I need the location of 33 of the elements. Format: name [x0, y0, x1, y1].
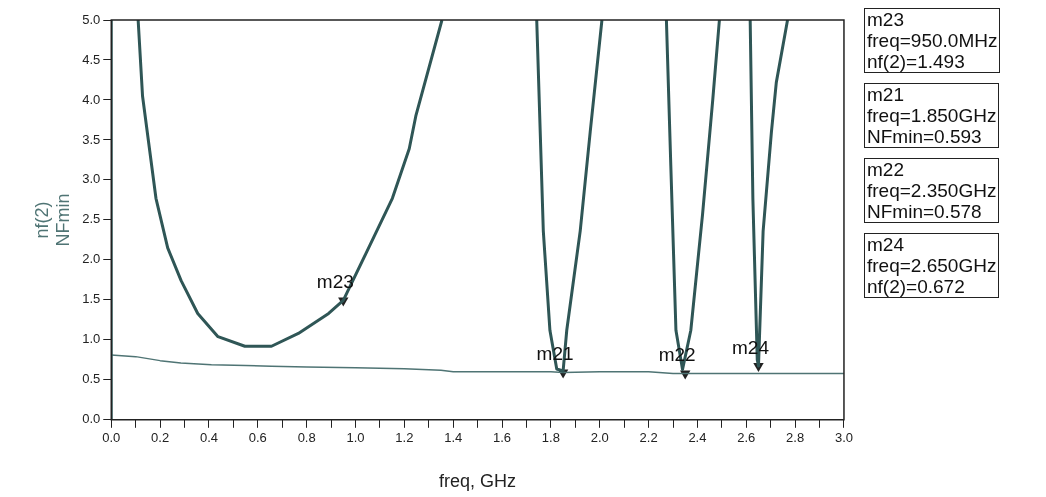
x-tick-label: 0.0 — [102, 430, 121, 446]
x-tick-label: 2.8 — [786, 430, 805, 446]
x-tick-label: 1.2 — [395, 430, 414, 446]
text: m22 freq=2.350GHz NFmin=0.578 — [864, 158, 1000, 223]
x-tick-label: 2.6 — [737, 430, 756, 446]
x-tick-label: 2.2 — [639, 430, 658, 446]
x-tick-label: 1.0 — [346, 430, 365, 446]
y-tick-label: 4.0 — [82, 91, 101, 107]
y-axis-title: nf(2) NFmin — [31, 193, 74, 247]
x-tick-label: 1.4 — [444, 430, 463, 446]
y-tick-label: 1.0 — [82, 331, 101, 347]
y-tick-label: 0.5 — [82, 371, 101, 387]
x-tick-label: 0.8 — [297, 430, 316, 446]
x-tick-label: 2.0 — [590, 430, 609, 446]
text: m24 freq=2.650GHz nf(2)=0.672 — [864, 233, 1000, 298]
x-tick-label: 0.6 — [248, 430, 267, 446]
x-tick-label: 3.0 — [834, 430, 853, 446]
x-axis-title: freq, GHz — [439, 471, 517, 492]
x-tick-label: 2.4 — [688, 430, 707, 446]
text: m21 freq=1.850GHz NFmin=0.593 — [864, 83, 1000, 148]
text: m23 freq=950.0MHz nf(2)=1.493 — [864, 8, 1001, 73]
x-tick-label: 0.2 — [151, 430, 170, 446]
x-tick-label: 0.4 — [199, 430, 218, 446]
y-tick-label: 5.0 — [82, 11, 101, 27]
y-tick-label: 1.5 — [82, 291, 101, 307]
x-tick-label: 1.6 — [493, 430, 512, 446]
y-tick-label: 3.5 — [82, 131, 101, 147]
y-tick-label: 2.5 — [82, 211, 101, 227]
y-tick-label: 4.5 — [82, 51, 101, 67]
y-tick-label: 0.0 — [82, 411, 101, 427]
y-tick-label: 3.0 — [82, 171, 101, 187]
x-tick-label: 1.8 — [541, 430, 560, 446]
y-tick-label: 2.0 — [82, 251, 101, 267]
